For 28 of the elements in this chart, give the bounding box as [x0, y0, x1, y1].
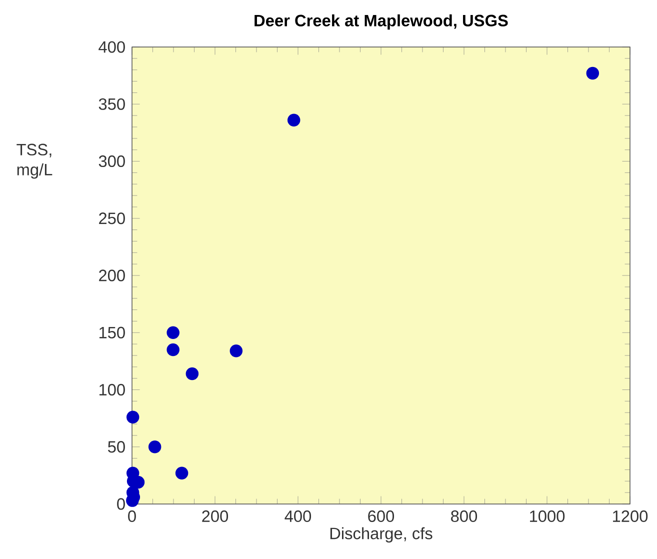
y-tick-label: 300 [98, 155, 125, 168]
point [166, 343, 180, 356]
point [230, 344, 243, 358]
y-tick-label: 0 [117, 498, 125, 510]
point [148, 440, 162, 454]
point [287, 114, 300, 126]
point [186, 367, 199, 380]
y-tick-label: 350 [98, 98, 125, 110]
point [166, 326, 180, 339]
chart-title: Deer Creek at Maplewood, USGS [254, 14, 508, 30]
y-tick-label: 250 [99, 212, 125, 224]
y-tick-label: 100 [99, 384, 125, 396]
x-tick-label: 1000 [530, 510, 565, 522]
point [175, 466, 188, 480]
x-tick-label: 600 [368, 510, 394, 522]
y-tick-label: 50 [108, 441, 125, 453]
x-tick-label: 0 [128, 510, 136, 522]
x-tick-label: 800 [451, 510, 478, 522]
x-tick-label: 1200 [613, 510, 648, 522]
x-axis-title: Discharge, cfs [330, 527, 432, 543]
y-tick-label: 400 [98, 41, 125, 53]
x-tick-label: 200 [202, 510, 228, 522]
y-axis-title: TSS, mg/L [16, 144, 52, 179]
point [586, 66, 600, 80]
x-tick-label: 400 [284, 510, 312, 522]
point [126, 410, 140, 424]
y-tick-label: 150 [99, 326, 125, 338]
y-tick-label: 200 [99, 270, 125, 282]
